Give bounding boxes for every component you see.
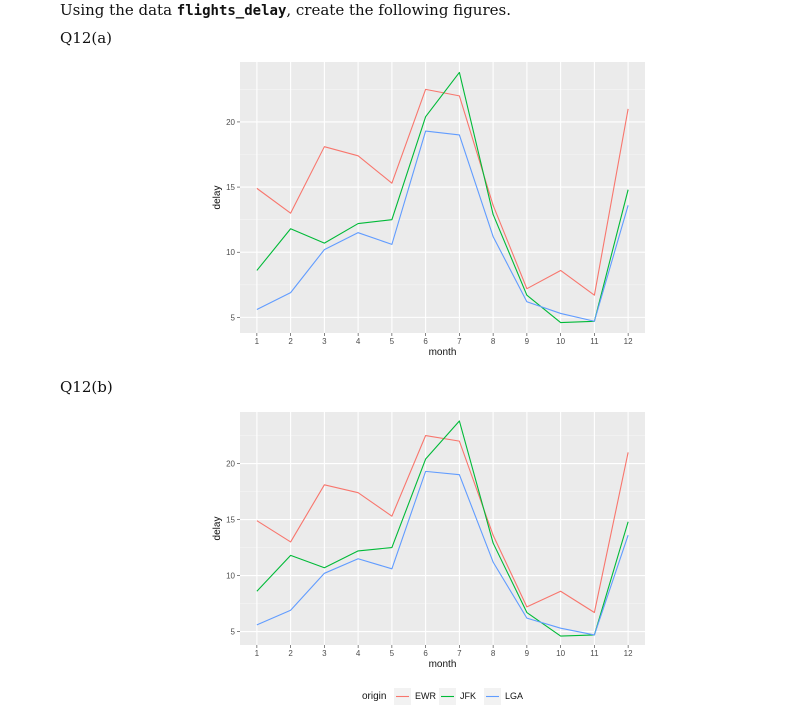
series-line-lga	[256, 470, 629, 636]
y-tick-label: 10	[226, 572, 235, 581]
series-line-jfk	[256, 420, 629, 637]
dataset-name: flights_delay	[176, 3, 287, 19]
plot-panel-background	[240, 62, 645, 333]
x-tick-label: 3	[322, 649, 327, 658]
y-tick-label: 20	[226, 118, 235, 127]
x-tick-label: 1	[255, 337, 260, 346]
x-tick-label: 9	[525, 649, 530, 658]
x-tick-label: 4	[356, 337, 361, 346]
series-line-lga	[256, 130, 629, 322]
x-tick-label: 12	[624, 649, 633, 658]
x-tick-label: 10	[556, 649, 565, 658]
plot-panel-background	[240, 412, 645, 645]
x-tick-label: 5	[390, 649, 395, 658]
x-tick-label: 8	[491, 337, 496, 346]
y-axis-title: delay	[212, 517, 223, 541]
x-tick-label: 4	[356, 649, 361, 658]
x-tick-label: 11	[590, 649, 599, 658]
x-tick-label: 2	[288, 649, 293, 658]
series-line-jfk	[256, 71, 629, 324]
x-axis-title: month	[429, 347, 457, 358]
x-axis-title: month	[429, 659, 457, 670]
x-tick-label: 2	[288, 337, 293, 346]
y-tick-label: 15	[226, 516, 235, 525]
x-tick-label: 9	[525, 337, 530, 346]
legend-label-ewr: EWR	[415, 691, 436, 701]
question-12b-heading: Q12(b)	[60, 378, 113, 396]
x-tick-label: 6	[423, 649, 428, 658]
intro-suffix: , create the following figures.	[286, 1, 511, 19]
legend-label-lga: LGA	[505, 691, 523, 701]
legend-title: origin	[362, 691, 386, 702]
legend: origin EWR JFK LGA	[362, 688, 523, 705]
intro-prefix: Using the data	[60, 1, 177, 19]
series-line-ewr	[256, 88, 629, 296]
x-tick-label: 8	[491, 649, 496, 658]
x-tick-label: 12	[624, 337, 633, 346]
x-tick-label: 7	[457, 337, 462, 346]
x-tick-label: 11	[590, 337, 599, 346]
y-tick-label: 5	[231, 313, 236, 322]
intro-text: Using the data flights_delay, create the…	[60, 1, 511, 19]
x-tick-label: 7	[457, 649, 462, 658]
x-tick-label: 3	[322, 337, 327, 346]
y-tick-label: 15	[226, 183, 235, 192]
series-line-ewr	[256, 434, 629, 614]
y-tick-label: 20	[226, 460, 235, 469]
x-tick-label: 6	[423, 337, 428, 346]
y-tick-label: 10	[226, 248, 235, 257]
y-tick-label: 5	[231, 628, 236, 637]
x-tick-label: 5	[390, 337, 395, 346]
legend-label-jfk: JFK	[460, 691, 476, 701]
question-12a-heading: Q12(a)	[60, 29, 113, 47]
x-tick-label: 10	[556, 337, 565, 346]
y-axis-title: delay	[212, 186, 223, 210]
x-tick-label: 1	[255, 649, 260, 658]
